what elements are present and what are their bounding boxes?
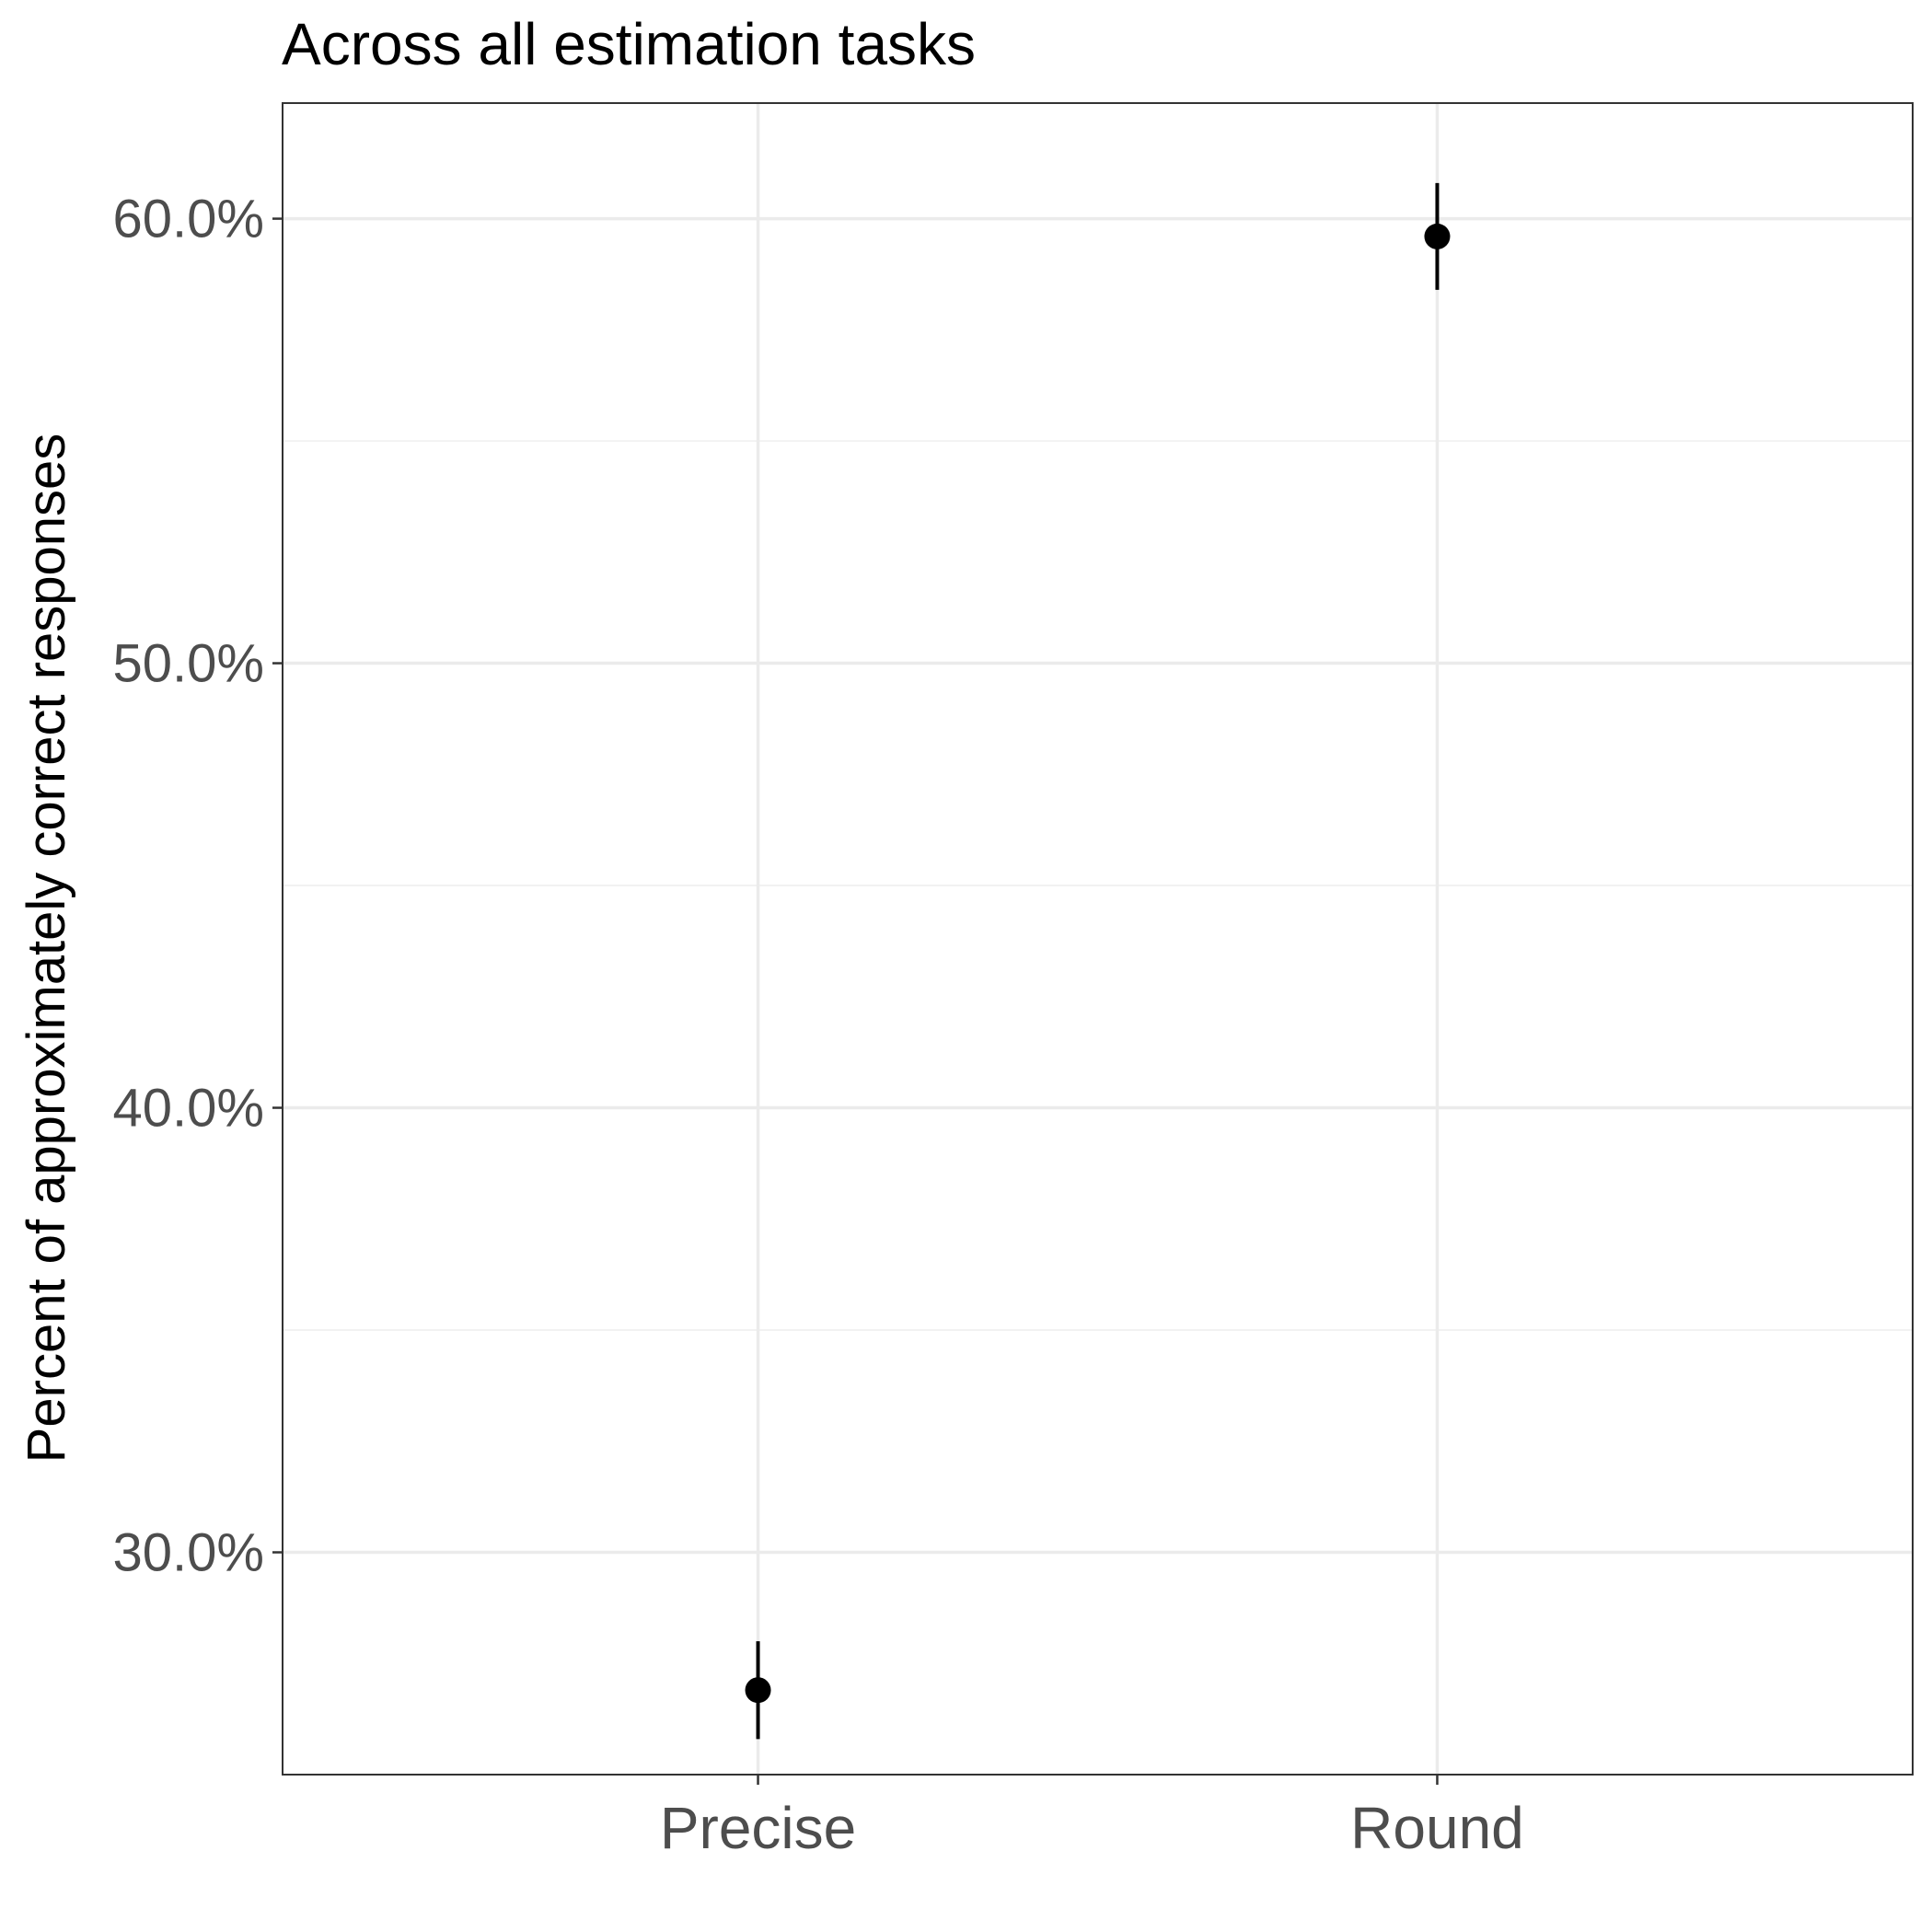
panel-border: [282, 102, 1914, 1776]
y-tick-label: 30.0%: [113, 1523, 264, 1583]
data-point: [745, 1677, 771, 1704]
x-tick-label: Round: [1350, 1795, 1524, 1861]
y-tick-label: 40.0%: [113, 1079, 264, 1139]
major-gridlines: [283, 103, 1913, 1775]
axis-ticks: [272, 217, 1439, 1785]
x-tick-label: Precise: [660, 1795, 856, 1861]
data-points: [745, 182, 1451, 1740]
y-tick-label: 50.0%: [113, 634, 264, 694]
x-tick-labels: Precise Round: [660, 1795, 1524, 1861]
data-point: [1424, 223, 1451, 249]
y-axis-label: Percent of approximately correct respons…: [17, 434, 76, 1463]
y-tick-label: 60.0%: [113, 190, 264, 249]
chart-title: Across all estimation tasks: [282, 11, 976, 77]
y-tick-labels: 30.0% 40.0% 50.0% 60.0%: [113, 190, 264, 1583]
